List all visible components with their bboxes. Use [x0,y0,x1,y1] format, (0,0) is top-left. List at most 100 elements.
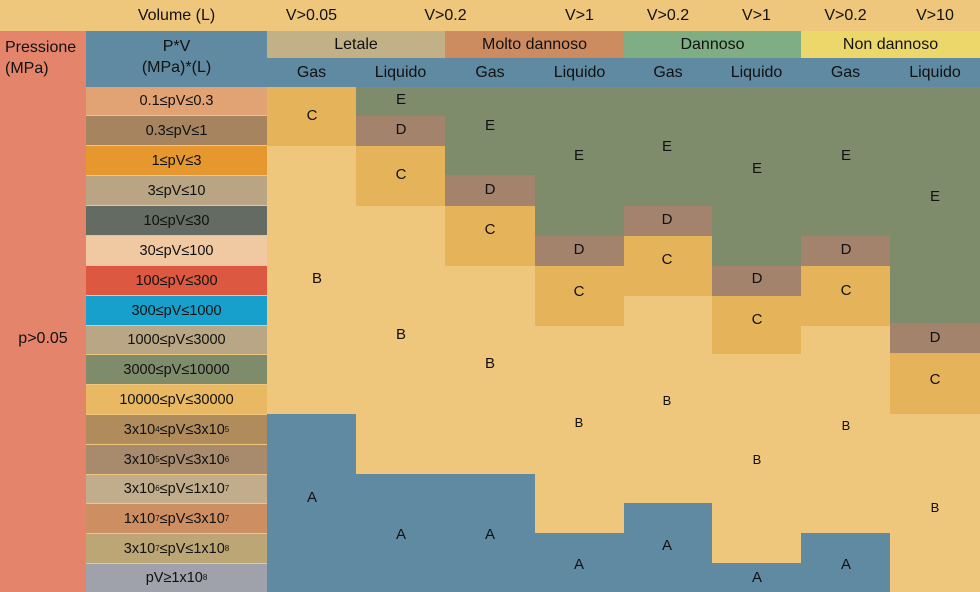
grade-e-region [801,175,890,236]
phase-gas: Gas [475,63,505,81]
volume-limit-2: V>0.2 [424,6,467,24]
pv-range-text: pV≥1x10 [145,570,203,586]
pv-range-label: 3x10 6 ≤pV≤1x10 7 [86,475,267,503]
pv-header-line1: P*V [162,38,191,55]
grade-label: C [306,106,318,124]
grade-label: E [929,187,940,205]
grade-a-region [535,533,624,592]
pv-range-label: 1≤pV≤3 [86,146,267,175]
grade-label: E [840,146,851,164]
phase-liquid: Liquido [553,63,606,81]
pv-range-text: 3x10 [123,451,156,468]
pv-range-text: ≤pV≤3x10 [159,510,225,527]
pv-range-label: 3x10 5 ≤pV≤3x10 6 [86,445,267,474]
grade-label: D [484,180,496,198]
grade-label: A [395,525,406,543]
grade-label: C [573,282,585,300]
grade-label: B [752,451,762,467]
grade-c-region [445,206,535,266]
pv-range-text: 3≤pV≤10 [147,182,206,199]
grade-c-region [712,296,801,354]
grade-label: C [840,281,852,299]
volume-limit-3: V>1 [565,6,594,24]
grade-label: A [484,525,495,543]
grade-d-region [801,236,890,266]
grade-label: B [841,417,851,433]
grade-a-region [267,414,356,592]
pv-range-text: 3x10 [123,421,156,438]
pressure-label: Pressione (MPa) [0,31,86,87]
grade-label: E [573,146,584,164]
pv-range-label: 3x10 4 ≤pV≤3x10 5 [86,415,267,444]
pv-range-label: 30≤pV≤100 [86,236,267,265]
category-non-dannoso: Non dannoso [801,31,980,58]
grade-d-region [445,175,535,206]
grade-c-region [356,146,445,206]
grade-label: E [751,159,762,177]
pv-range-text: ≤pV≤1x10 [159,540,225,557]
grade-d-region [535,236,624,266]
phase-liquid: Liquido [909,63,961,81]
pv-range-label: 0.3≤pV≤1 [86,116,267,145]
grade-label: C [929,370,941,388]
pv-range-text: 3x10 [123,481,156,497]
grade-label: E [395,90,406,108]
phase-liquid: Liquido [730,63,783,81]
grade-label: D [395,120,407,138]
grade-label: C [395,165,407,183]
pv-range-label: 3x10 7 ≤pV≤1x10 8 [86,534,267,563]
pv-range-label: 1x10 7 ≤pV≤3x10 7 [86,504,267,533]
pv-range-label: 300≤pV≤1000 [86,296,267,325]
grade-c-region [801,266,890,326]
pv-range-text: 0.3≤pV≤1 [145,122,208,139]
pv-range-text: ≤pV≤3x10 [159,451,225,468]
pv-range-text: 1x10 [123,510,156,527]
pressure-label-line1: Pressione [5,39,77,56]
grade-label: C [661,250,673,268]
volume-limit-5: V>1 [742,6,771,24]
pv-range-text: ≤pV≤1x10 [159,481,225,497]
volume-limit-4: V>0.2 [646,6,690,24]
grade-c-region [624,236,712,296]
phase-gas: Gas [296,63,327,81]
grade-a-region [712,563,801,592]
grade-d-region [624,206,712,236]
pv-range-text: 1≤pV≤3 [151,152,202,169]
grade-label: E [661,137,672,155]
grade-e-region [712,175,801,266]
grade-label: B [930,499,940,515]
phase-liquid: Liquido [374,63,427,81]
grade-a-region [801,533,890,592]
pv-range-label: 10≤pV≤30 [86,206,267,235]
volume-label: Volume (L) [137,6,216,24]
grade-label: B [311,269,322,287]
pv-range-text: ≤pV≤3x10 [159,421,225,438]
grade-label: A [661,536,672,554]
pv-range-text: 3000≤pV≤10000 [123,361,230,378]
pv-range-label: 3000≤pV≤10000 [86,355,267,384]
volume-header-row [86,0,980,31]
pressure-condition: p>0.05 [18,330,68,347]
grade-label: A [306,488,317,506]
pv-range-text: 10000≤pV≤30000 [119,391,234,408]
pv-range-label: 0.1≤pV≤0.3 [86,87,267,115]
pv-range-label: 100≤pV≤300 [86,266,267,295]
grade-d-region [356,116,445,146]
grade-a-region [356,474,535,592]
pv-header: P*V (MPa)*(L) [86,31,267,87]
grade-label: D [840,240,852,258]
grade-e-region [624,175,712,206]
grade-label: C [484,220,496,238]
grade-d-region [890,323,980,353]
grade-label: B [395,325,406,343]
pv-range-text: 1000≤pV≤3000 [127,332,226,348]
grade-label: A [840,555,851,573]
pv-range-label: 1000≤pV≤3000 [86,326,267,354]
volume-limit-1: V>0.05 [285,6,338,24]
pressure-column [0,31,86,592]
pv-range-text: 30≤pV≤100 [139,242,214,259]
pv-range-text: 300≤pV≤1000 [131,302,222,319]
grade-label: D [751,269,763,287]
phase-gas: Gas [830,63,861,81]
